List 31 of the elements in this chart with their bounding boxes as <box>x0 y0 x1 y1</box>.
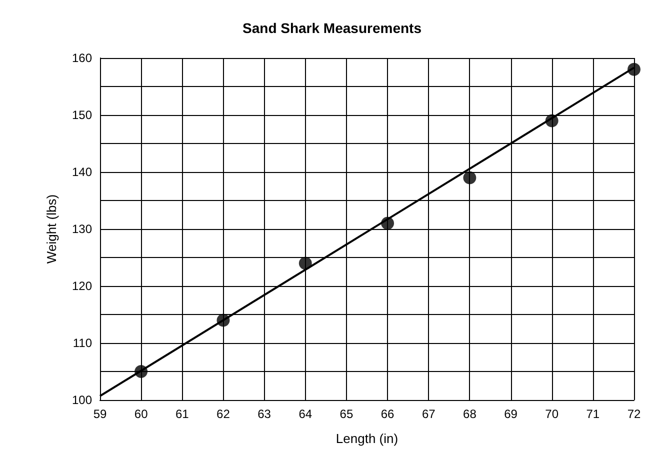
x-tick-label: 71 <box>586 407 600 421</box>
x-tick-label: 66 <box>380 407 395 421</box>
x-tick-label: 63 <box>258 407 272 421</box>
chart-title: Sand Shark Measurements <box>242 20 422 36</box>
point <box>134 365 148 378</box>
x-tick-label: 68 <box>463 407 477 421</box>
y-tick-label: 120 <box>72 279 92 293</box>
x-tick-label: 67 <box>422 407 436 421</box>
y-tick-label: 160 <box>72 51 92 65</box>
x-tick-label: 72 <box>627 407 641 421</box>
point <box>381 216 394 230</box>
x-tick-label: 62 <box>216 407 230 421</box>
point <box>545 114 558 128</box>
y-tick-label: 140 <box>72 165 92 179</box>
point <box>463 171 476 184</box>
y-tick-label: 130 <box>72 222 92 236</box>
x-tick-label: 60 <box>134 407 148 421</box>
x-tick-label: 69 <box>504 407 518 421</box>
x-tick-label: 70 <box>545 407 559 421</box>
x-tick-label: 65 <box>340 407 354 421</box>
point <box>628 62 640 76</box>
point <box>216 314 230 327</box>
x-tick-label: 61 <box>175 407 190 421</box>
x-tick-label: 59 <box>93 407 107 421</box>
x-axis-title: Length (in) <box>336 431 398 446</box>
x-tick-label: 64 <box>298 407 312 421</box>
y-tick-label: 150 <box>72 108 92 122</box>
y-tick-label: 110 <box>72 336 92 350</box>
point <box>298 256 312 270</box>
y-axis-title: Weight (lbs) <box>44 194 59 264</box>
y-tick-label: 100 <box>72 393 92 407</box>
